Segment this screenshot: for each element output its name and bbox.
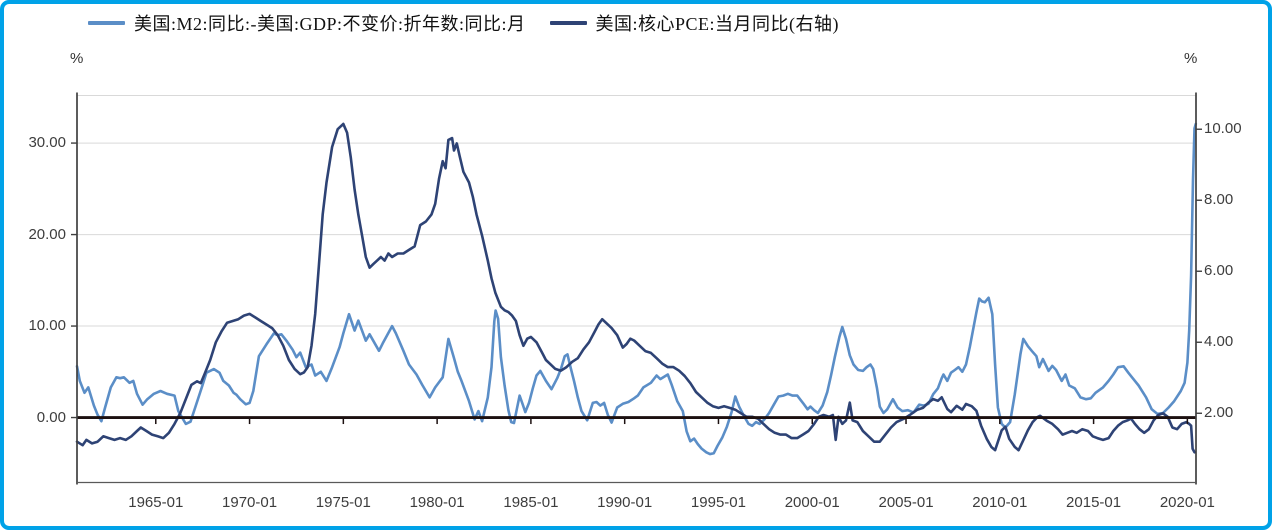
x-axis-tick-label: 1970-01	[222, 494, 278, 511]
left-axis-tick-label: 30.00	[28, 134, 66, 152]
legend-item-m2-minus-gdp: 美国:M2:同比:-美国:GDP:不变价:折年数:同比:月	[88, 10, 526, 36]
left-axis-tick-label: 0.00	[36, 408, 66, 426]
legend-line-swatch-blue	[88, 21, 125, 25]
x-axis-tick-label: 1995-01	[690, 494, 746, 511]
x-axis-tick-label: 2020-01	[1159, 494, 1215, 511]
x-axis-tick-label: 1975-01	[315, 494, 371, 511]
right-axis-tick-label: 6.00	[1204, 262, 1234, 280]
right-axis-unit: %	[1184, 50, 1198, 67]
x-axis-tick-label: 1965-01	[128, 494, 184, 511]
right-axis-tick-label: 10.00	[1204, 120, 1242, 138]
series-line-core-pce	[75, 122, 1196, 454]
right-axis-tick-label: 4.00	[1204, 333, 1234, 351]
left-axis-tick-label: 20.00	[28, 225, 66, 243]
legend-label-core-pce: 美国:核心PCE:当月同比(右轴)	[595, 14, 840, 34]
x-axis-tick-label: 1980-01	[409, 494, 465, 511]
left-axis-tick-label: 10.00	[28, 317, 66, 335]
x-axis-tick-label: 2005-01	[878, 494, 934, 511]
x-axis-tick-label: 2015-01	[1066, 494, 1122, 511]
x-axis-tick-label: 1985-01	[503, 494, 559, 511]
left-axis-unit: %	[70, 50, 84, 67]
x-axis-tick-label: 2010-01	[972, 494, 1028, 511]
legend-item-core-pce: 美国:核心PCE:当月同比(右轴)	[549, 10, 840, 36]
legend-label-m2-minus-gdp: 美国:M2:同比:-美国:GDP:不变价:折年数:同比:月	[134, 14, 526, 34]
plot-area	[71, 92, 1202, 485]
x-axis-tick-label: 1990-01	[597, 494, 653, 511]
series-line-m2-minus-gdp	[75, 122, 1198, 456]
right-axis-tick-label: 2.00	[1204, 404, 1234, 422]
right-axis-tick-label: 8.00	[1204, 191, 1234, 209]
legend-line-swatch-navy	[549, 21, 587, 25]
x-axis-tick-label: 2000-01	[784, 494, 840, 511]
legend: 美国:M2:同比:-美国:GDP:不变价:折年数:同比:月 美国:核心PCE:当…	[88, 10, 839, 36]
